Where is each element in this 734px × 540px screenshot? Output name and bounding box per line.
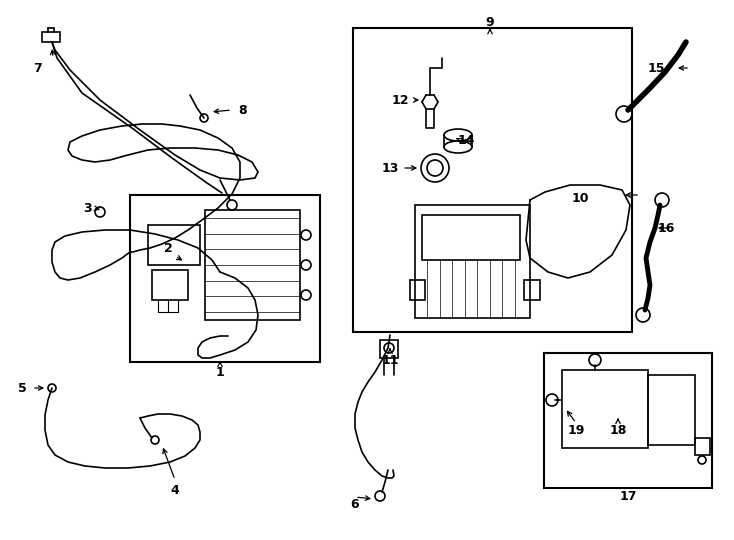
Bar: [524, 280, 540, 300]
Text: 15: 15: [647, 62, 665, 75]
Text: 14: 14: [457, 133, 475, 146]
Bar: [648, 375, 695, 445]
Text: 8: 8: [239, 104, 247, 117]
Text: 18: 18: [609, 423, 627, 436]
Text: 5: 5: [18, 381, 26, 395]
Text: 3: 3: [84, 201, 92, 214]
Text: 11: 11: [381, 354, 399, 367]
Text: 12: 12: [391, 93, 409, 106]
Text: 7: 7: [34, 62, 43, 75]
Bar: [410, 280, 425, 300]
Bar: [152, 270, 188, 300]
Text: 9: 9: [486, 16, 494, 29]
Text: 19: 19: [567, 423, 585, 436]
Bar: [42, 32, 60, 42]
Text: 16: 16: [658, 221, 675, 234]
Bar: [353, 28, 632, 332]
Bar: [562, 370, 648, 448]
Text: 4: 4: [170, 483, 179, 496]
Bar: [380, 340, 398, 358]
Bar: [695, 438, 710, 455]
Text: 6: 6: [351, 498, 360, 511]
Bar: [544, 353, 712, 488]
Text: 17: 17: [619, 490, 637, 503]
Bar: [148, 225, 200, 265]
Bar: [422, 215, 520, 260]
Bar: [415, 205, 530, 318]
Text: 2: 2: [164, 241, 172, 254]
Bar: [205, 210, 300, 320]
Bar: [130, 195, 320, 362]
Text: 10: 10: [571, 192, 589, 205]
Text: 13: 13: [381, 161, 399, 174]
Text: 1: 1: [216, 366, 225, 379]
